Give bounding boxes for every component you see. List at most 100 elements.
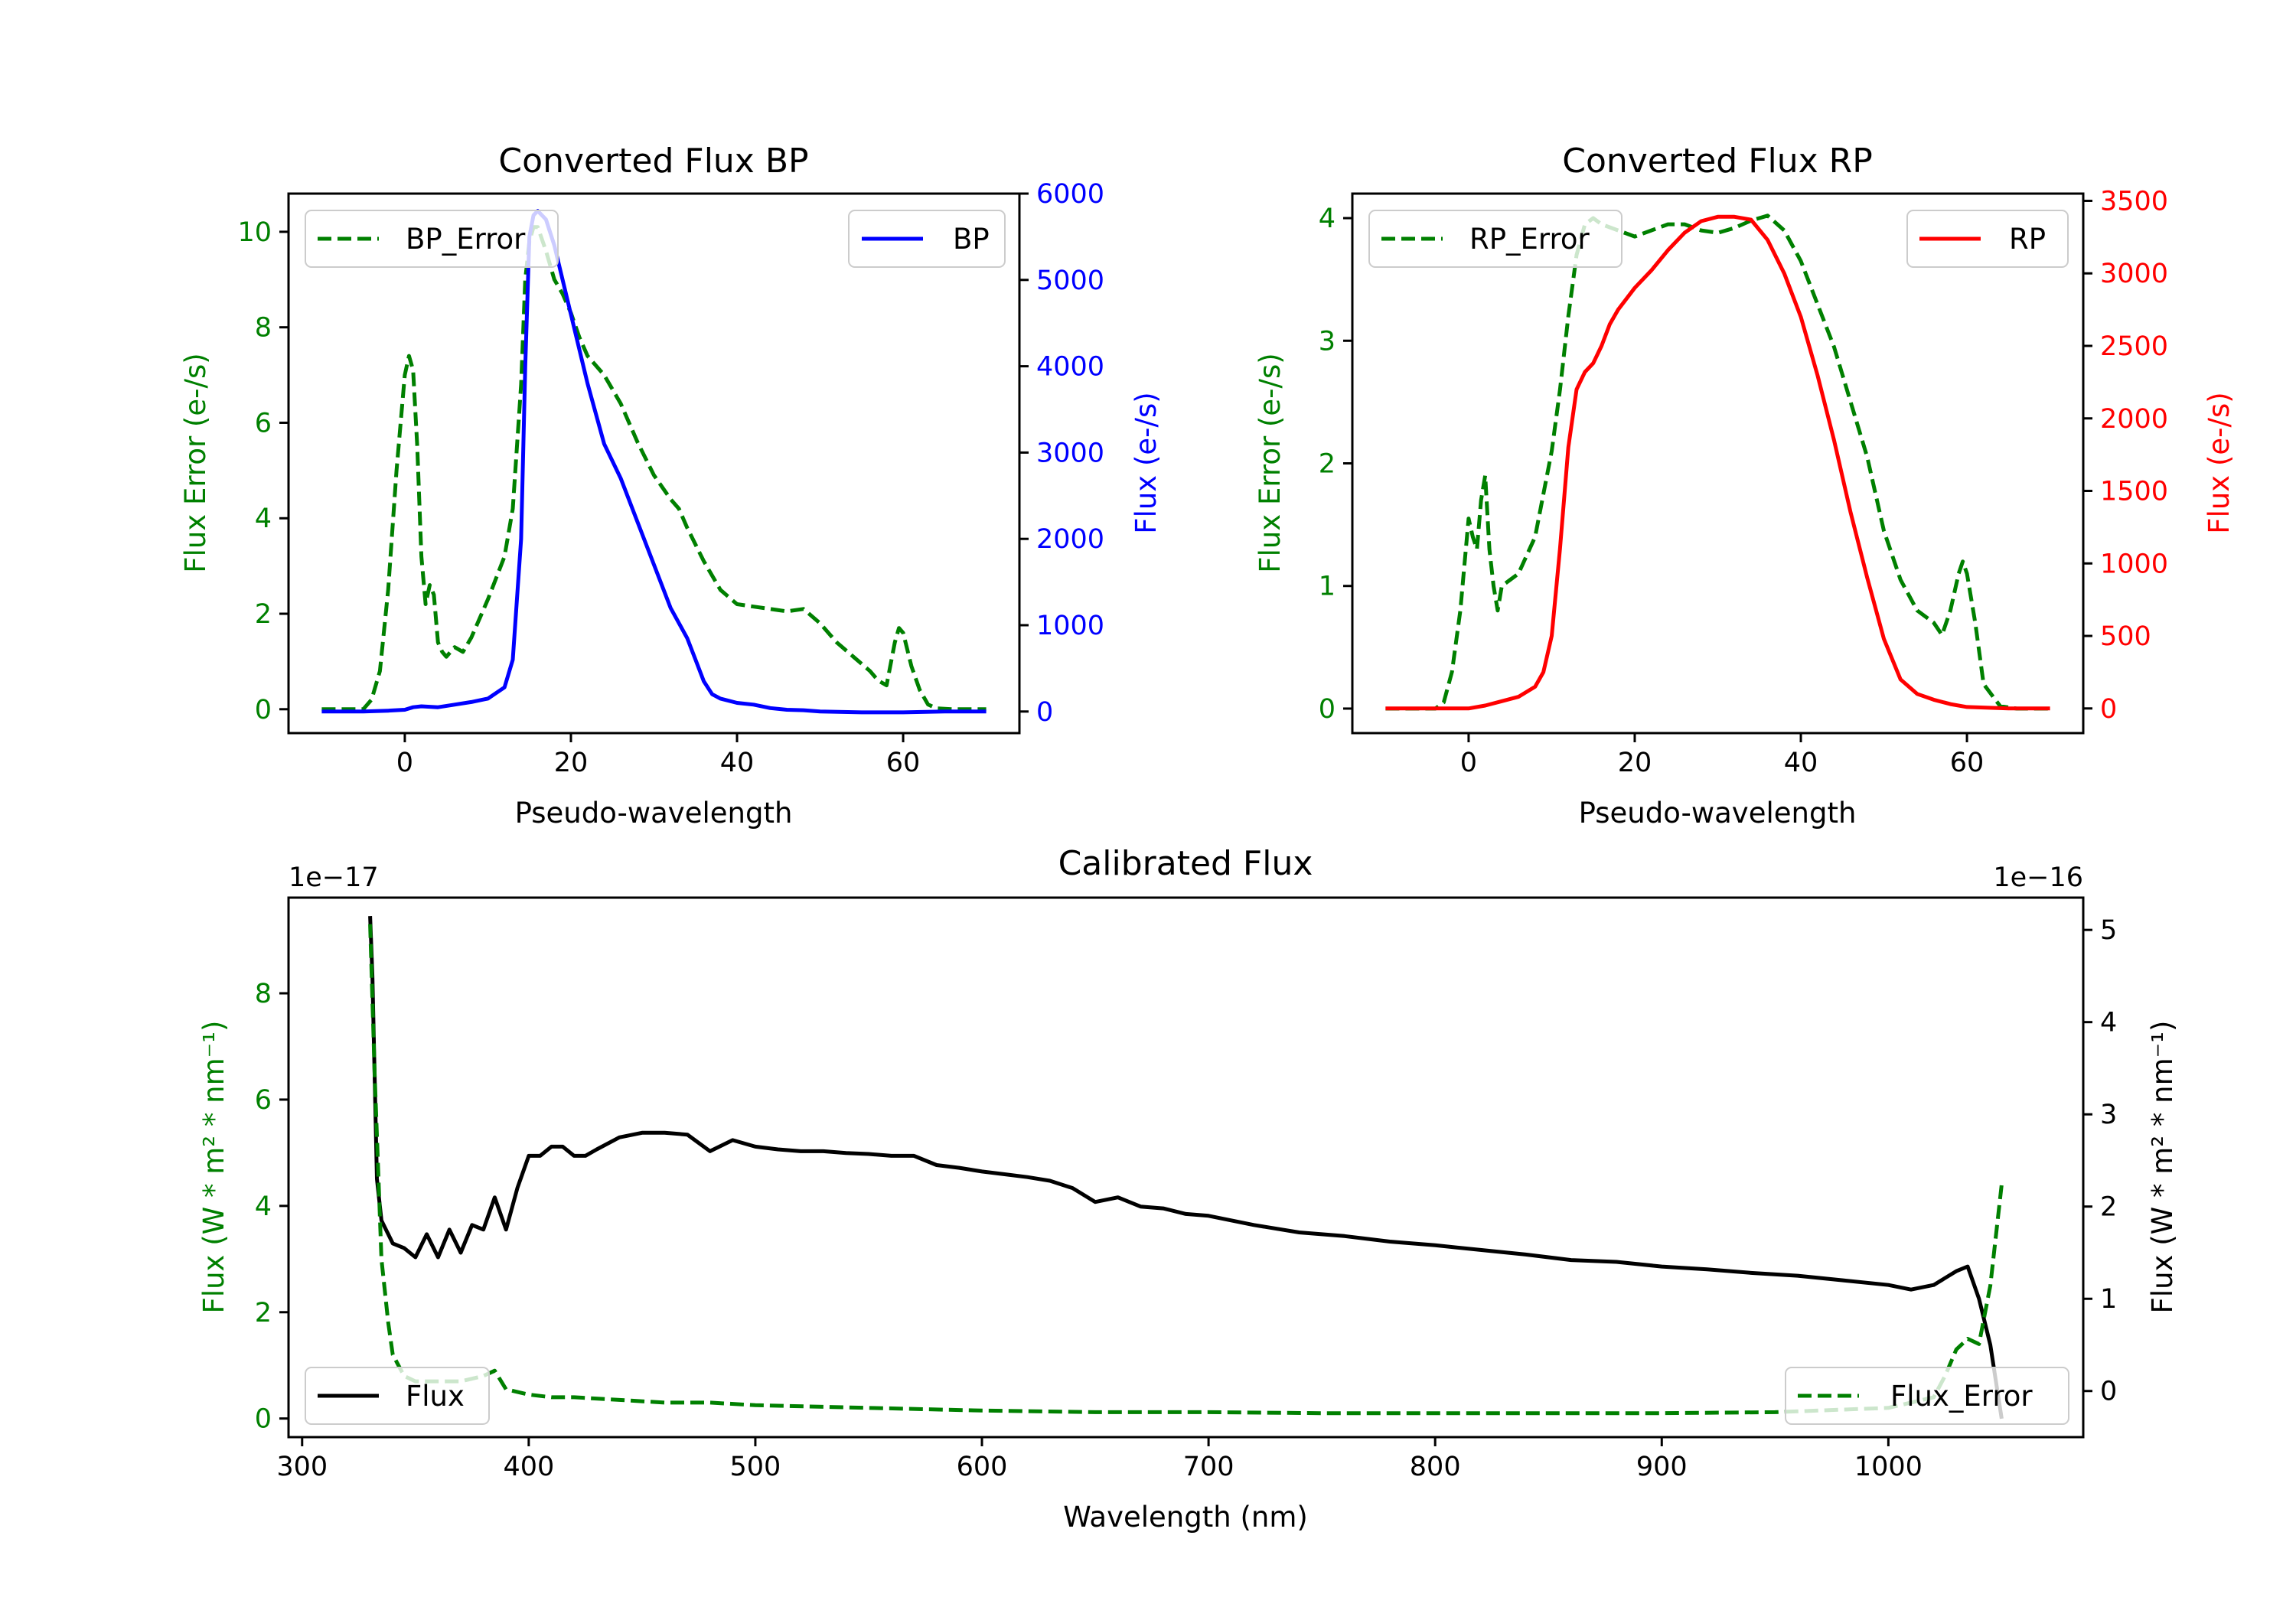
rp-series-rp [1385, 214, 2050, 711]
cal-x-tick-label: 700 [1183, 1452, 1234, 1482]
cal-x-tick-label: 400 [503, 1452, 554, 1482]
cal-x-tick-label: 500 [730, 1452, 781, 1482]
bp-right-y-ticks: 0 1000 2000 3000 4000 5000 6000 [1019, 179, 1104, 728]
rp-legend-flux-box [1906, 210, 2069, 268]
cal-x-tick-label: 1000 [1854, 1452, 1923, 1482]
bp-x-ticks: 0 20 40 60 [396, 733, 921, 778]
bp-right-y-tick-label: 0 [1036, 697, 1053, 728]
bp-series-bp [321, 209, 987, 715]
cal-x-tick-label: 800 [1410, 1452, 1461, 1482]
bp-legend-error: BP_Error [305, 210, 559, 268]
bp-right-y-axis-label: Flux (e-/s) [1130, 392, 1163, 533]
bp-left-y-tick-label: 6 [255, 408, 272, 438]
bp-right-y-tick-label: 3000 [1036, 438, 1104, 468]
bp-left-y-tick-label: 0 [255, 695, 272, 725]
cal-left-y-axis-label: Flux (W * m² * nm⁻¹) [197, 1021, 230, 1314]
cal-left-offset-label: 1e−17 [289, 862, 379, 893]
cal-x-tick-label: 900 [1636, 1452, 1688, 1482]
cal-right-y-ticks: 0 1 2 3 4 5 [2083, 915, 2117, 1407]
rp-x-tick-label: 20 [1618, 748, 1652, 778]
cal-left-y-tick-label: 6 [255, 1085, 272, 1116]
bp-legend-flux-label: BP [953, 223, 990, 256]
cal-left-y-tick-label: 4 [255, 1191, 272, 1222]
panel-converted-flux-rp: 0 20 40 60 0 1 2 3 4 0 500 1000 1500 2000 2500 3000 35… [1254, 142, 2236, 830]
cal-right-y-axis-label: Flux (W * m² * nm⁻¹) [2146, 1021, 2179, 1314]
cal-x-axis-label: Wavelength (nm) [1063, 1501, 1308, 1534]
cal-left-y-tick-label: 8 [255, 979, 272, 1009]
rp-right-y-axis-label: Flux (e-/s) [2203, 392, 2236, 533]
bp-right-y-tick-label: 4000 [1036, 352, 1104, 383]
bp-left-y-ticks: 0 2 4 6 8 10 [237, 217, 289, 725]
bp-x-tick-label: 60 [886, 748, 921, 778]
rp-left-y-tick-label: 4 [1319, 204, 1336, 234]
rp-right-y-tick-label: 2000 [2100, 404, 2168, 435]
rp-left-y-axis-label: Flux Error (e-/s) [1254, 353, 1287, 572]
bp-left-y-tick-label: 2 [255, 599, 272, 630]
rp-x-axis-label: Pseudo-wavelength [1579, 797, 1857, 830]
rp-x-ticks: 0 20 40 60 [1460, 733, 1985, 778]
bp-chart-title: Converted Flux BP [498, 142, 808, 181]
cal-left-y-tick-label: 2 [255, 1298, 272, 1328]
cal-chart-title: Calibrated Flux [1058, 844, 1313, 883]
panel-converted-flux-bp: 0 20 40 60 0 2 4 6 8 10 0 1000 2000 3000 4000 5000 600… [179, 142, 1163, 830]
rp-legend-error-box [1368, 210, 1623, 268]
rp-right-y-tick-label: 0 [2100, 694, 2117, 725]
rp-series-rp-error [1385, 214, 2050, 711]
rp-x-tick-label: 60 [1950, 748, 1985, 778]
rp-x-tick-label: 40 [1784, 748, 1818, 778]
cal-right-y-tick-label: 0 [2100, 1377, 2117, 1407]
bp-legend-flux: BP [848, 210, 1006, 268]
rp-right-y-tick-label: 1000 [2100, 549, 2168, 579]
panel-calibrated-flux: 300 400 500 600 700 800 900 1000 0 2 4 6 8 0 1 2 3 4 5 C… [197, 844, 2179, 1534]
rp-chart-title: Converted Flux RP [1562, 142, 1873, 181]
bp-right-y-tick-label: 1000 [1036, 611, 1104, 641]
rp-right-y-tick-label: 3000 [2100, 259, 2168, 289]
bp-legend-error-label: BP_Error [406, 223, 526, 256]
rp-left-y-tick-label: 3 [1319, 326, 1336, 357]
cal-legend-flux-box [305, 1367, 490, 1425]
bp-left-y-tick-label: 4 [255, 504, 272, 534]
cal-legend-flux: Flux [305, 1367, 490, 1425]
cal-right-y-tick-label: 4 [2100, 1008, 2117, 1038]
cal-right-y-tick-label: 2 [2100, 1192, 2117, 1223]
rp-right-y-tick-label: 3500 [2100, 186, 2168, 217]
cal-axes-frame [287, 896, 2085, 1439]
rp-right-y-ticks: 0 500 1000 1500 2000 2500 3000 3500 [2083, 186, 2168, 725]
cal-legend-flux-label: Flux [406, 1380, 465, 1413]
cal-left-y-tick-label: 0 [255, 1404, 272, 1435]
bp-axes-frame [287, 192, 1021, 735]
cal-legend-error-box [1785, 1367, 2069, 1425]
cal-right-y-tick-label: 5 [2100, 915, 2117, 946]
bp-legend-flux-box [848, 210, 1006, 268]
rp-left-y-tick-label: 2 [1319, 449, 1336, 480]
bp-x-tick-label: 20 [554, 748, 589, 778]
cal-x-tick-label: 600 [957, 1452, 1008, 1482]
bp-left-y-tick-label: 8 [255, 313, 272, 344]
rp-right-y-tick-label: 1500 [2100, 477, 2168, 507]
cal-right-offset-label: 1e−16 [1993, 862, 2083, 893]
rp-right-y-tick-label: 2500 [2100, 331, 2168, 362]
rp-x-tick-label: 0 [1460, 748, 1477, 778]
rp-left-y-tick-label: 1 [1319, 572, 1336, 602]
cal-left-y-ticks: 0 2 4 6 8 [255, 979, 289, 1435]
bp-x-axis-label: Pseudo-wavelength [515, 797, 793, 830]
rp-left-y-ticks: 0 1 2 3 4 [1319, 204, 1352, 725]
rp-lines-layer [1385, 214, 2050, 711]
bp-series-bp-error [321, 225, 987, 712]
rp-legend-error-label: RP_Error [1469, 223, 1590, 256]
bp-x-tick-label: 0 [396, 748, 413, 778]
rp-legend-flux-label: RP [2009, 223, 2046, 256]
cal-x-ticks: 300 400 500 600 700 800 900 1000 [276, 1437, 1923, 1482]
bp-lines-layer [321, 209, 987, 715]
bp-left-y-axis-label: Flux Error (e-/s) [179, 353, 212, 572]
cal-x-tick-label: 300 [276, 1452, 328, 1482]
rp-legend-flux: RP [1906, 210, 2069, 268]
bp-left-y-tick-label: 10 [237, 217, 272, 248]
cal-legend-error-label: Flux_Error [1890, 1380, 2033, 1413]
rp-left-y-tick-label: 0 [1319, 694, 1336, 725]
cal-series-flux [368, 916, 2004, 1420]
bp-right-y-tick-label: 5000 [1036, 266, 1104, 296]
rp-legend-error: RP_Error [1368, 210, 1623, 268]
bp-right-y-tick-label: 6000 [1036, 179, 1104, 210]
